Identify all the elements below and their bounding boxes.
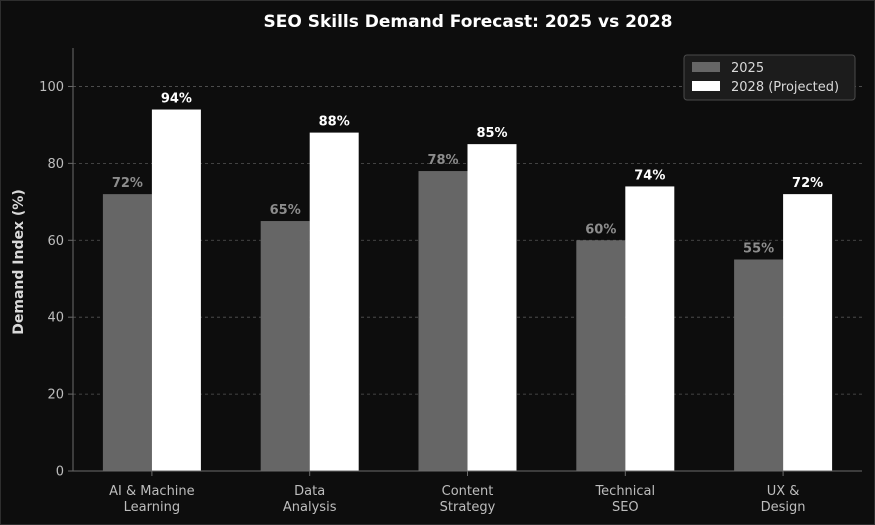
axes xyxy=(68,48,862,476)
bar-value-label: 74% xyxy=(634,168,665,183)
x-tick-label: Content xyxy=(442,484,494,499)
bar-value-label: 72% xyxy=(792,176,823,191)
bar-value-label: 88% xyxy=(319,115,350,130)
bar-2028 xyxy=(625,186,675,471)
bar-2025 xyxy=(418,171,468,471)
y-tick-label: 100 xyxy=(39,80,64,95)
bar-2025 xyxy=(102,194,152,472)
bar-value-label: 94% xyxy=(161,92,192,107)
bar-value-label: 65% xyxy=(270,203,301,218)
bar-2025 xyxy=(734,259,784,471)
bar-2028 xyxy=(309,132,359,471)
chart-title: SEO Skills Demand Forecast: 2025 vs 2028 xyxy=(263,12,672,32)
bar-value-label: 55% xyxy=(743,242,774,257)
y-tick-label: 80 xyxy=(47,157,64,172)
bar-value-label: 78% xyxy=(427,153,458,168)
bar-value-label: 72% xyxy=(112,176,143,191)
x-tick-label: Strategy xyxy=(440,500,496,515)
bar-2025 xyxy=(260,221,310,471)
x-tick-label: Data xyxy=(294,484,325,499)
legend-swatch xyxy=(692,81,720,91)
y-tick-label: 60 xyxy=(47,234,64,249)
x-tick-label: Technical xyxy=(594,484,655,499)
x-tick-label: Design xyxy=(761,500,806,515)
bar-2028 xyxy=(467,144,517,472)
x-tick-label: SEO xyxy=(612,500,639,515)
bar-2028 xyxy=(151,109,201,471)
x-tick-label: UX & xyxy=(767,484,800,499)
legend-label: 2028 (Projected) xyxy=(731,80,839,95)
legend-label: 2025 xyxy=(731,61,764,76)
y-axis-label: Demand Index (%) xyxy=(11,189,27,334)
y-tick-label: 20 xyxy=(47,388,64,403)
bars xyxy=(102,109,833,472)
bar-value-label: 60% xyxy=(585,222,616,237)
legend-box xyxy=(683,54,856,101)
x-tick-label: AI & Machine xyxy=(109,484,195,499)
bar-2025 xyxy=(576,240,626,471)
y-tick-label: 0 xyxy=(56,465,64,480)
x-tick-label: Learning xyxy=(124,500,180,515)
legend-swatch xyxy=(692,62,720,72)
legend: 2025 2028 (Projected) xyxy=(683,54,856,101)
y-tick-label: 40 xyxy=(47,311,64,326)
bar-2028 xyxy=(783,194,833,472)
bar-value-label: 85% xyxy=(476,126,507,141)
x-tick-label: Analysis xyxy=(283,500,337,515)
